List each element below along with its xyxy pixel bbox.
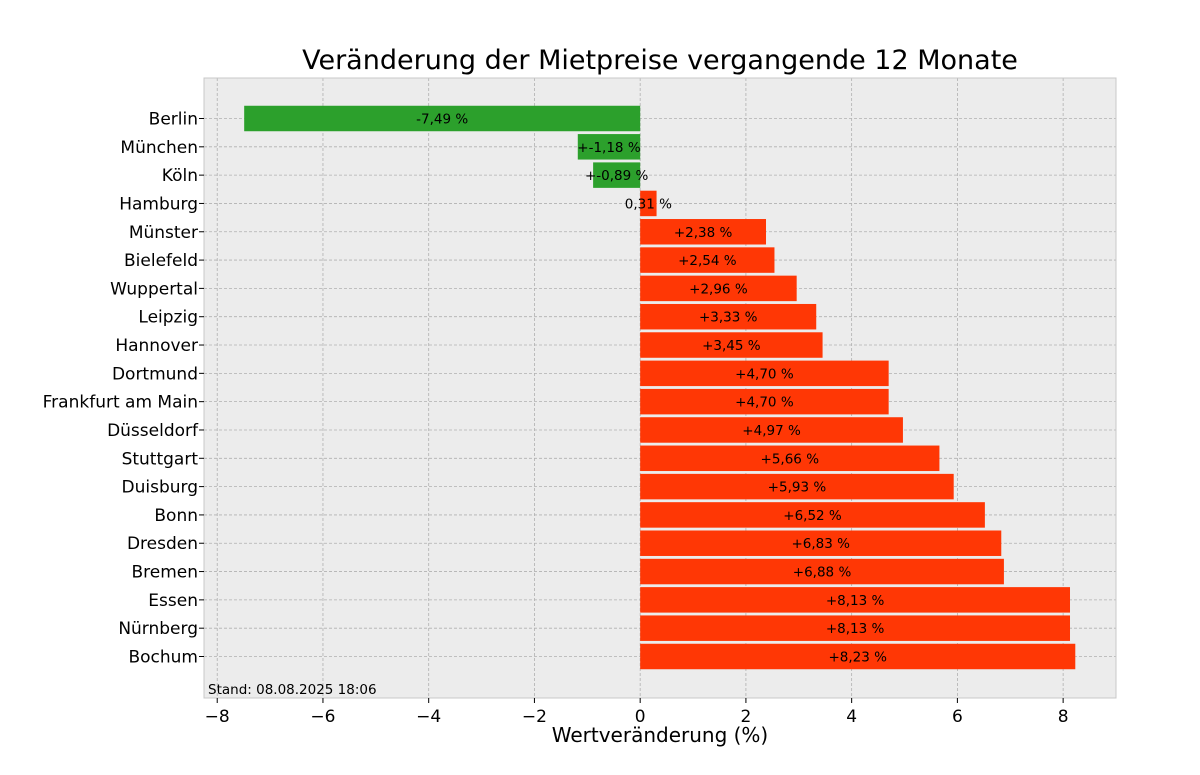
- bars-layer: [244, 105, 1076, 670]
- bar-labels-layer: -7,49 % +-1,18 % +-0,89 % 0,31 %+2,38 % +2,5…: [416, 112, 887, 666]
- x-tick-label: −4: [416, 707, 441, 727]
- bar-value-label: +4,70 %: [735, 395, 794, 411]
- y-tick-label: Leipzig: [138, 308, 198, 328]
- bar-value-label: +8,13 %: [826, 621, 885, 637]
- bar-münchen: [577, 134, 641, 160]
- bar-dortmund: [640, 360, 889, 387]
- bar-value-label: +8,13 %: [826, 593, 885, 609]
- bar-bremen: [640, 558, 1004, 585]
- bar-value-label: +4,97 %: [742, 423, 801, 439]
- y-tick-label: Bochum: [128, 648, 198, 668]
- y-tick-label: Hannover: [115, 336, 198, 356]
- bar-value-label: +6,52 %: [783, 508, 842, 524]
- bar-bielefeld: [640, 247, 775, 273]
- y-tick-label: Berlin: [149, 110, 198, 130]
- bar-value-label: +3,33 %: [699, 310, 758, 326]
- bar-berlin: [244, 105, 641, 132]
- x-tick-label: −6: [310, 707, 335, 727]
- y-tick-label: Dresden: [127, 534, 198, 554]
- bar-bochum: [640, 643, 1076, 670]
- y-tick-label: Nürnberg: [118, 619, 198, 639]
- bar-frankfurt-am-main: [640, 388, 889, 415]
- bar-dresden: [640, 530, 1002, 556]
- x-axis-ticks: −8 −6 −4 −2 0 2 4 6 8: [205, 698, 1069, 727]
- bar-leipzig: [640, 303, 817, 330]
- x-axis-label: Wertveränderung (%): [552, 723, 769, 747]
- x-tick-label: 0: [635, 707, 646, 727]
- bar-bonn: [640, 502, 985, 528]
- plot-frame: [203, 77, 1117, 699]
- x-tick-label: 4: [846, 707, 857, 727]
- bar-hamburg: [640, 190, 657, 217]
- y-tick-label: Dortmund: [112, 364, 198, 384]
- y-axis-ticks: Berlin München Köln Hamburg Münster Bielefeld…: [43, 110, 204, 668]
- bar-essen: [640, 587, 1071, 613]
- bar-value-label: +3,45 %: [702, 338, 761, 354]
- bar-value-label: +-0,89 %: [585, 168, 649, 184]
- y-tick-label: Stuttgart: [122, 449, 199, 469]
- bar-duisburg: [640, 473, 954, 500]
- x-tick-label: −2: [522, 707, 547, 727]
- y-tick-label: Frankfurt am Main: [43, 393, 198, 413]
- bar-value-label: +2,54 %: [678, 253, 737, 269]
- y-tick-label: Köln: [162, 166, 198, 186]
- bar-nürnberg: [640, 615, 1071, 641]
- bar-value-label: +-1,18 %: [577, 140, 641, 156]
- x-tick-label: 6: [952, 707, 963, 727]
- y-tick-label: Hamburg: [119, 194, 198, 214]
- y-tick-label: Bonn: [154, 506, 198, 526]
- x-tick-label: 2: [740, 707, 751, 727]
- bar-wuppertal: [640, 275, 797, 302]
- y-tick-label: Münster: [129, 223, 198, 243]
- bar-münster: [640, 219, 767, 245]
- bar-value-label: +8,23 %: [828, 650, 887, 666]
- y-tick-label: München: [120, 138, 198, 158]
- y-tick-label: Bielefeld: [124, 251, 198, 271]
- y-tick-label: Duisburg: [122, 478, 199, 498]
- bar-düsseldorf: [640, 417, 903, 443]
- bar-value-label: +6,88 %: [793, 565, 852, 581]
- bar-value-label: +4,70 %: [735, 366, 794, 382]
- bar-value-label: +2,96 %: [689, 281, 748, 297]
- bar-stuttgart: [640, 445, 940, 472]
- bar-value-label: -7,49 %: [416, 112, 468, 128]
- bar-köln: [593, 162, 641, 188]
- chart-title: Veränderung der Mietpreise vergangende 1…: [302, 45, 1018, 76]
- timestamp-note: Stand: 08.08.2025 18:06: [208, 682, 377, 698]
- bar-hannover: [640, 332, 823, 358]
- y-tick-label: Düsseldorf: [107, 421, 199, 441]
- y-tick-label: Essen: [148, 591, 198, 611]
- x-tick-label: 8: [1058, 707, 1069, 727]
- bar-value-label: +6,83 %: [791, 536, 850, 552]
- bar-value-label: +5,93 %: [768, 480, 827, 496]
- y-tick-label: Wuppertal: [110, 279, 198, 299]
- bar-value-label: 0,31 %: [625, 196, 672, 212]
- x-tick-label: −8: [205, 707, 230, 727]
- y-tick-label: Bremen: [131, 563, 198, 583]
- bar-value-label: +2,38 %: [674, 225, 733, 241]
- bar-value-label: +5,66 %: [761, 451, 820, 467]
